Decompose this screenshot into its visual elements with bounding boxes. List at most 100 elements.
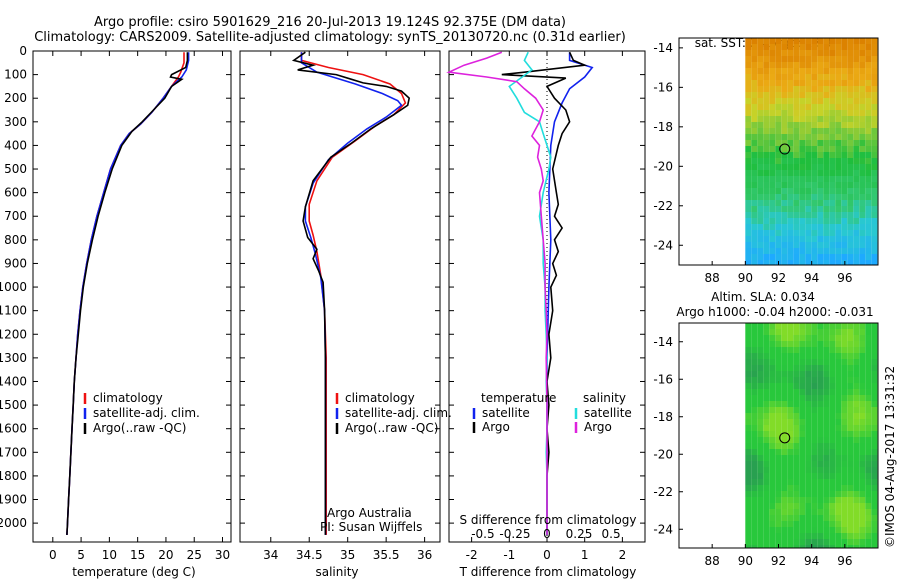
sla-map-cell: [745, 437, 752, 443]
sst-map-cell: [829, 200, 836, 206]
depth-tick-label: 1500: [0, 398, 27, 412]
temp-xlabel: temperature (deg C): [72, 565, 195, 579]
sst-map-cell: [859, 44, 866, 50]
sst-map-cell: [745, 44, 752, 50]
sst-map-cell: [781, 140, 788, 146]
sst-map-cell: [871, 74, 878, 80]
sst-map-cell: [865, 116, 872, 122]
sla-map-cell: [793, 449, 800, 455]
sla-map-cell: [769, 389, 776, 395]
sal-line-argo: [291, 51, 411, 535]
sst-map-cell: [835, 44, 842, 50]
sla-map-cell: [793, 341, 800, 347]
sla-map-cell: [781, 401, 788, 407]
sst-map-cell: [853, 104, 860, 110]
sst-map-cell: [799, 248, 806, 254]
sst-map-cell: [871, 212, 878, 218]
sst-map-cell: [841, 116, 848, 122]
sst-map-cell: [841, 182, 848, 188]
sla-map-cell: [805, 509, 812, 515]
sla-map-cell: [865, 473, 872, 479]
sst-map-cell: [793, 116, 800, 122]
sla-map-cell: [817, 383, 824, 389]
sst-map-cell: [865, 212, 872, 218]
sst-map-cell: [865, 74, 872, 80]
sst-map-cell: [859, 164, 866, 170]
sst-map-cell: [853, 62, 860, 68]
sst-map-xtick-label: 90: [738, 271, 753, 285]
sla-map-cell: [853, 371, 860, 377]
sst-map-cell: [841, 194, 848, 200]
sst-map-cell: [817, 62, 824, 68]
sst-map-cell: [829, 56, 836, 62]
sst-map-cell: [811, 68, 818, 74]
sla-map-cell: [817, 395, 824, 401]
sst-map-cell: [859, 230, 866, 236]
sla-map-cell: [829, 461, 836, 467]
sst-map-cell: [817, 110, 824, 116]
sst-map-cell: [829, 164, 836, 170]
depth-tick-label: 700: [4, 209, 27, 223]
sst-map-ytick-label: -24: [653, 238, 673, 252]
sst-map-cell: [787, 110, 794, 116]
sst-map-cell: [775, 242, 782, 248]
sla-map-cell: [763, 359, 770, 365]
sst-map-cell: [811, 98, 818, 104]
sla-map-cell: [781, 503, 788, 509]
sst-map-cell: [841, 128, 848, 134]
sst-map-cell: [859, 206, 866, 212]
sst-map-cell: [859, 182, 866, 188]
sst-map-cell: [781, 212, 788, 218]
sst-map-cell: [817, 104, 824, 110]
depth-tick-label: 900: [4, 256, 27, 270]
sst-map-ytick-label: -16: [653, 80, 673, 94]
sst-map-cell: [781, 74, 788, 80]
sla-map-cell: [847, 545, 854, 548]
sst-map-cell: [781, 194, 788, 200]
sst-map-cell: [835, 92, 842, 98]
sla-map-cell: [817, 449, 824, 455]
diff-s-tick-label: 0: [543, 527, 551, 541]
sst-map-cell: [787, 56, 794, 62]
sla-map-cell: [871, 545, 878, 548]
sst-map-cell: [871, 236, 878, 242]
sst-map-cell: [805, 164, 812, 170]
sla-map-cell: [757, 461, 764, 467]
sla-map-cell: [787, 545, 794, 548]
sst-map-cell: [745, 218, 752, 224]
sst-map-cell: [829, 122, 836, 128]
sst-map-cell: [841, 218, 848, 224]
sla-map-cell: [871, 515, 878, 521]
sst-map-cell: [817, 134, 824, 140]
sst-map-cell: [775, 248, 782, 254]
sst-map-cell: [799, 116, 806, 122]
sst-map-cell: [853, 56, 860, 62]
sla-map-cell: [823, 407, 830, 413]
sst-map-cell: [781, 230, 788, 236]
sla-map-cell: [805, 479, 812, 485]
sst-map-cell: [859, 56, 866, 62]
sst-map-cell: [859, 68, 866, 74]
sla-map-cell: [781, 485, 788, 491]
sla-map-cell: [835, 323, 842, 329]
sst-map-cell: [835, 56, 842, 62]
sla-map-cell: [829, 449, 836, 455]
sla-map-cell: [841, 455, 848, 461]
sst-map-cell: [811, 110, 818, 116]
sla-map-cell: [793, 365, 800, 371]
sla-map-cell: [799, 533, 806, 539]
sla-map-cell: [781, 359, 788, 365]
sst-map-cell: [745, 86, 752, 92]
sst-map-cell: [769, 86, 776, 92]
sla-map-cell: [799, 437, 806, 443]
sla-map-cell: [745, 401, 752, 407]
sst-map-cell: [829, 260, 836, 265]
diff-line-temperature-argo: [501, 51, 588, 535]
sst-map-cell: [805, 206, 812, 212]
sla-map-cell: [859, 347, 866, 353]
sst-map-cell: [853, 170, 860, 176]
sla-map-cell: [769, 431, 776, 437]
sst-map-cell: [817, 236, 824, 242]
sla-map-cell: [787, 371, 794, 377]
sst-map-cell: [829, 110, 836, 116]
